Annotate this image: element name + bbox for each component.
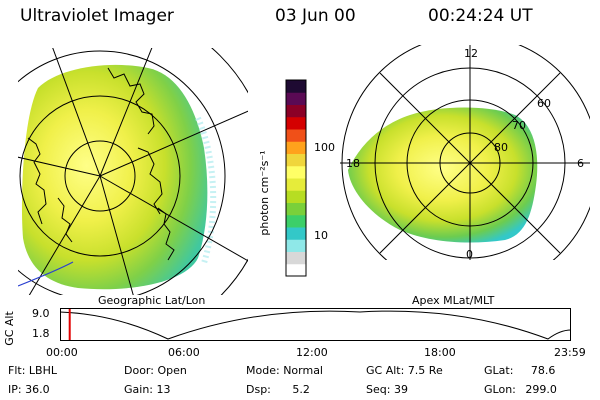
colorbar-swatch [286,153,306,167]
colorbar-swatch [286,80,306,93]
info-gain-label: Gain: [124,383,153,396]
colorbar-swatch [286,263,306,277]
altitude-timeline [60,308,572,341]
info-gain: Gain: 13 [124,383,171,396]
info-glat-value: 78.6 [530,364,556,377]
info-gc-alt-value: 7.5 Re [407,364,443,377]
mlt-label-0: 0 [466,248,473,261]
info-flt-value: LBHL [28,364,57,377]
timeline-ytick-high: 9.0 [32,307,50,320]
info-glat: GLat: 78.6 [484,364,555,377]
colorbar-swatch [286,202,306,216]
info-seq-value: 39 [393,383,408,396]
colorbar-tick-10: 10 [314,229,328,242]
mlt-label-6: 6 [577,157,584,170]
colorbar: photon cm⁻²s⁻¹ [258,79,307,277]
time-label: 00:24:24 UT [428,6,533,26]
colorbar-swatch [286,178,306,191]
colorbar-swatches [286,80,306,277]
mlat-label-60: 60 [537,97,551,110]
info-gc-alt: GC Alt: 7.5 Re [366,364,443,377]
info-seq-label: Seq: [366,383,391,396]
longitude-grid [18,48,248,295]
info-door: Door: Open [124,364,187,377]
colorbar-swatch [286,227,306,240]
info-glon-label: GLon: [484,383,516,396]
info-mode: Mode: Normal [246,364,323,377]
colorbar-swatch [286,141,306,154]
info-ip-label: IP: [8,383,22,396]
info-ip-value: 36.0 [25,383,50,396]
timeline-xtick-1200: 12:00 [296,346,328,359]
info-glon-value: 299.0 [525,383,557,396]
timeline-xtick-2359: 23:59 [554,346,586,359]
info-flt: Flt: LBHL [8,364,57,377]
info-flt-label: Flt: [8,364,26,377]
coastlines [27,67,175,261]
colorbar-swatch [286,165,306,179]
colorbar-swatch [286,92,306,105]
mlt-label-12: 12 [464,47,478,60]
geographic-image [18,48,248,295]
apex-polar-plot [340,45,590,260]
colorbar-swatch [286,116,306,130]
timeline-xtick-0000: 00:00 [46,346,78,359]
info-seq: Seq: 39 [366,383,408,396]
timeline-axis-label-wrap: GC Alt [2,310,24,348]
mlt-label-18: 18 [346,157,360,170]
info-gain-value: 13 [156,383,171,396]
info-mode-value: Normal [283,364,323,377]
info-gc-alt-label: GC Alt: [366,364,405,377]
colorbar-swatch [286,129,306,142]
info-door-value: Open [157,364,187,377]
info-dsp-label: Dsp: [246,383,271,396]
apex-panel-label: Apex MLat/MLT [412,294,495,307]
mlat-label-80: 80 [494,141,508,154]
colorbar-swatch [286,214,306,228]
timeline-ytick-low: 1.8 [32,327,50,340]
info-dsp-value: 5.2 [292,383,310,396]
emission-region [21,64,208,290]
mlat-label-70: 70 [512,119,526,132]
mlt-lines [340,45,590,260]
geographic-panel-label: Geographic Lat/Lon [98,294,206,307]
colorbar-swatch [286,251,306,265]
timeline-axis-label: GC Alt [2,311,16,346]
timeline-xtick-0600: 06:00 [168,346,200,359]
date-label: 03 Jun 00 [275,6,356,26]
colorbar-swatch [286,190,306,203]
colorbar-frame [285,79,307,277]
colorbar-tick-100: 100 [314,141,335,154]
info-door-label: Door: [124,364,154,377]
info-dsp: Dsp: 5.2 [246,383,310,396]
colorbar-swatch [286,104,306,118]
info-glon: GLon: 299.0 [484,383,557,396]
latitude-grid [18,48,248,295]
colorbar-unit-label: photon cm⁻²s⁻¹ [258,150,271,235]
colorbar-swatch [286,239,306,252]
timeline-xtick-1800: 18:00 [424,346,456,359]
info-ip: IP: 36.0 [8,383,50,396]
info-mode-label: Mode: [246,364,280,377]
info-glat-label: GLat: [484,364,514,377]
altitude-curve [60,310,572,340]
instrument-title: Ultraviolet Imager [20,6,174,26]
